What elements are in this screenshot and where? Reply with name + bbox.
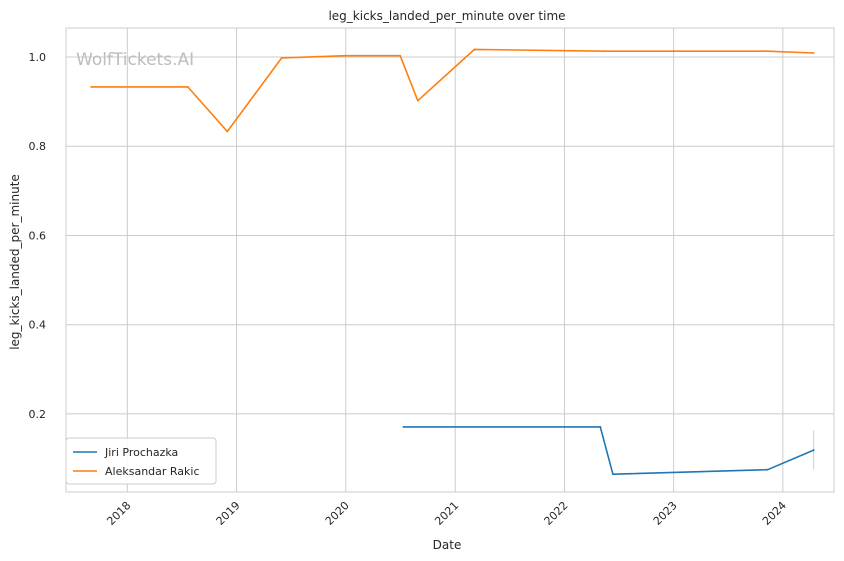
data-point: [344, 54, 347, 57]
data-point: [766, 50, 769, 53]
data-point: [812, 52, 815, 54]
legend-label: Jiri Prochazka: [104, 446, 178, 459]
data-point: [612, 473, 614, 476]
data-point: [603, 50, 606, 53]
data-point: [599, 425, 602, 428]
y-axis: 0.2 0.4 0.6 0.8 1.0: [29, 51, 47, 421]
data-point: [90, 85, 93, 88]
data-point: [280, 56, 283, 59]
chart-title: leg_kicks_landed_per_minute over time: [328, 9, 565, 23]
y-tick-label: 0.6: [29, 229, 47, 242]
data-point: [226, 130, 229, 133]
y-tick-label: 1.0: [29, 51, 47, 64]
data-point: [812, 449, 815, 451]
data-point: [766, 468, 769, 471]
y-axis-title: leg_kicks_landed_per_minute: [8, 174, 22, 350]
data-point: [402, 425, 405, 428]
data-point: [399, 54, 402, 57]
plot-frame: [65, 27, 835, 493]
watermark: WolfTickets.AI: [76, 50, 194, 70]
data-point: [186, 85, 189, 88]
y-tick-label: 0.2: [29, 408, 47, 421]
data-point: [416, 99, 419, 102]
y-tick-label: 0.8: [29, 140, 47, 153]
legend-label: Aleksandar Rakic: [105, 465, 200, 478]
series-layer: [90, 48, 815, 476]
grid: [66, 28, 834, 492]
x-axis-title: Date: [433, 538, 462, 552]
y-tick-label: 0.4: [29, 319, 47, 332]
legend: Jiri Prochazka Aleksandar Rakic: [65, 437, 217, 485]
data-point: [473, 48, 476, 51]
legend-box: [65, 437, 217, 485]
